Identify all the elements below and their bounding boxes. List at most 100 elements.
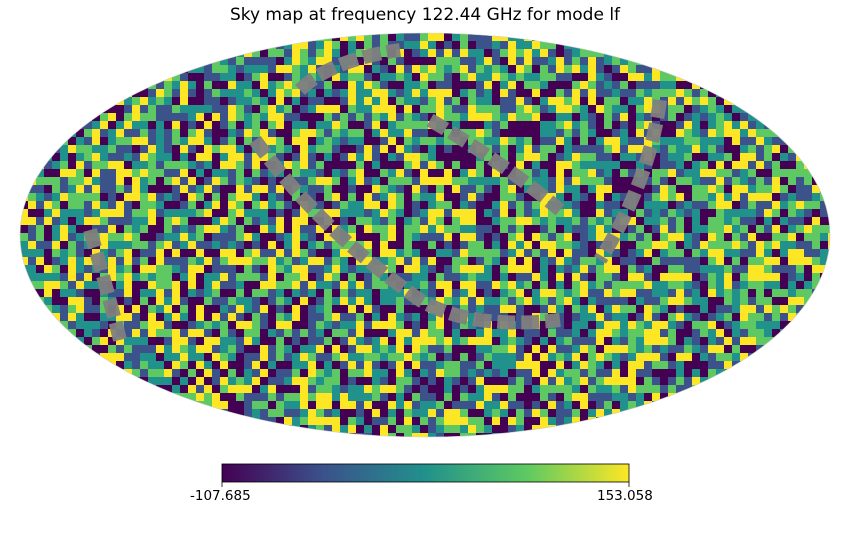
- map-pixel: [268, 89, 276, 97]
- map-pixel: [636, 145, 644, 153]
- map-pixel: [724, 145, 732, 153]
- map-pixel: [412, 321, 420, 329]
- chart-title: Sky map at frequency 122.44 GHz for mode…: [229, 5, 621, 25]
- map-pixel: [732, 105, 740, 113]
- map-pixel: [212, 377, 220, 385]
- map-pixel: [716, 321, 724, 329]
- map-pixel: [268, 361, 276, 369]
- map-pixel: [84, 161, 92, 169]
- map-pixel: [324, 81, 332, 89]
- map-pixel: [724, 305, 732, 313]
- map-pixel: [652, 161, 660, 169]
- map-pixel: [300, 305, 308, 313]
- map-pixel: [156, 249, 164, 257]
- map-pixel: [748, 329, 756, 337]
- map-pixel: [444, 345, 452, 353]
- map-pixel: [188, 281, 196, 289]
- map-pixel: [348, 185, 356, 193]
- map-pixel: [388, 401, 396, 409]
- map-pixel: [772, 177, 780, 185]
- map-pixel: [380, 337, 388, 345]
- map-pixel: [108, 161, 116, 169]
- map-pixel: [628, 385, 636, 393]
- map-pixel: [764, 153, 772, 161]
- map-pixel: [564, 233, 572, 241]
- map-pixel: [668, 113, 676, 121]
- map-pixel: [612, 401, 620, 409]
- map-pixel: [452, 297, 460, 305]
- map-pixel: [524, 281, 532, 289]
- map-pixel: [92, 129, 100, 137]
- map-pixel: [660, 201, 668, 209]
- map-pixel: [428, 41, 436, 49]
- map-pixel: [620, 273, 628, 281]
- map-pixel: [52, 241, 60, 249]
- map-pixel: [580, 161, 588, 169]
- map-pixel: [500, 257, 508, 265]
- map-pixel: [188, 241, 196, 249]
- map-pixel: [780, 129, 788, 137]
- map-pixel: [100, 217, 108, 225]
- map-pixel: [524, 345, 532, 353]
- map-pixel: [716, 337, 724, 345]
- map-pixel: [700, 305, 708, 313]
- map-pixel: [620, 185, 628, 193]
- map-pixel: [396, 89, 404, 97]
- map-pixel: [404, 209, 412, 217]
- map-pixel: [188, 145, 196, 153]
- map-pixel: [828, 225, 830, 233]
- map-pixel: [556, 121, 564, 129]
- map-pixel: [180, 329, 188, 337]
- map-pixel: [228, 145, 236, 153]
- map-pixel: [740, 193, 748, 201]
- map-pixel: [372, 281, 380, 289]
- map-pixel: [124, 313, 132, 321]
- map-pixel: [548, 265, 556, 273]
- map-pixel: [444, 249, 452, 257]
- map-pixel: [596, 193, 604, 201]
- map-pixel: [652, 81, 660, 89]
- map-pixel: [188, 329, 196, 337]
- map-pixel: [28, 161, 36, 169]
- map-pixel: [476, 385, 484, 393]
- map-pixel: [364, 273, 372, 281]
- map-pixel: [492, 273, 500, 281]
- map-pixel: [132, 273, 140, 281]
- map-pixel: [428, 249, 436, 257]
- map-pixel: [252, 385, 260, 393]
- map-pixel: [684, 137, 692, 145]
- map-pixel: [660, 393, 668, 401]
- map-pixel: [204, 97, 212, 105]
- map-pixel: [124, 249, 132, 257]
- map-pixel: [548, 233, 556, 241]
- map-pixel: [380, 129, 388, 137]
- map-pixel: [476, 121, 484, 129]
- map-pixel: [124, 353, 132, 361]
- map-pixel: [332, 201, 340, 209]
- map-pixel: [532, 57, 540, 65]
- map-pixel: [404, 49, 412, 57]
- map-pixel: [484, 289, 492, 297]
- map-pixel: [628, 393, 636, 401]
- map-pixel: [276, 89, 284, 97]
- map-pixel: [356, 201, 364, 209]
- map-pixel: [436, 345, 444, 353]
- map-pixel: [596, 81, 604, 89]
- map-pixel: [316, 89, 324, 97]
- map-pixel: [404, 353, 412, 361]
- map-pixel: [60, 329, 68, 337]
- map-pixel: [300, 97, 308, 105]
- map-pixel: [636, 137, 644, 145]
- map-pixel: [548, 281, 556, 289]
- map-pixel: [108, 225, 116, 233]
- map-pixel: [580, 153, 588, 161]
- map-pixel: [812, 161, 820, 169]
- map-pixel: [644, 249, 652, 257]
- map-pixel: [716, 145, 724, 153]
- map-pixel: [196, 385, 204, 393]
- map-pixel: [508, 57, 516, 65]
- map-pixel: [700, 313, 708, 321]
- map-pixel: [764, 233, 772, 241]
- map-pixel: [652, 185, 660, 193]
- map-pixel: [756, 233, 764, 241]
